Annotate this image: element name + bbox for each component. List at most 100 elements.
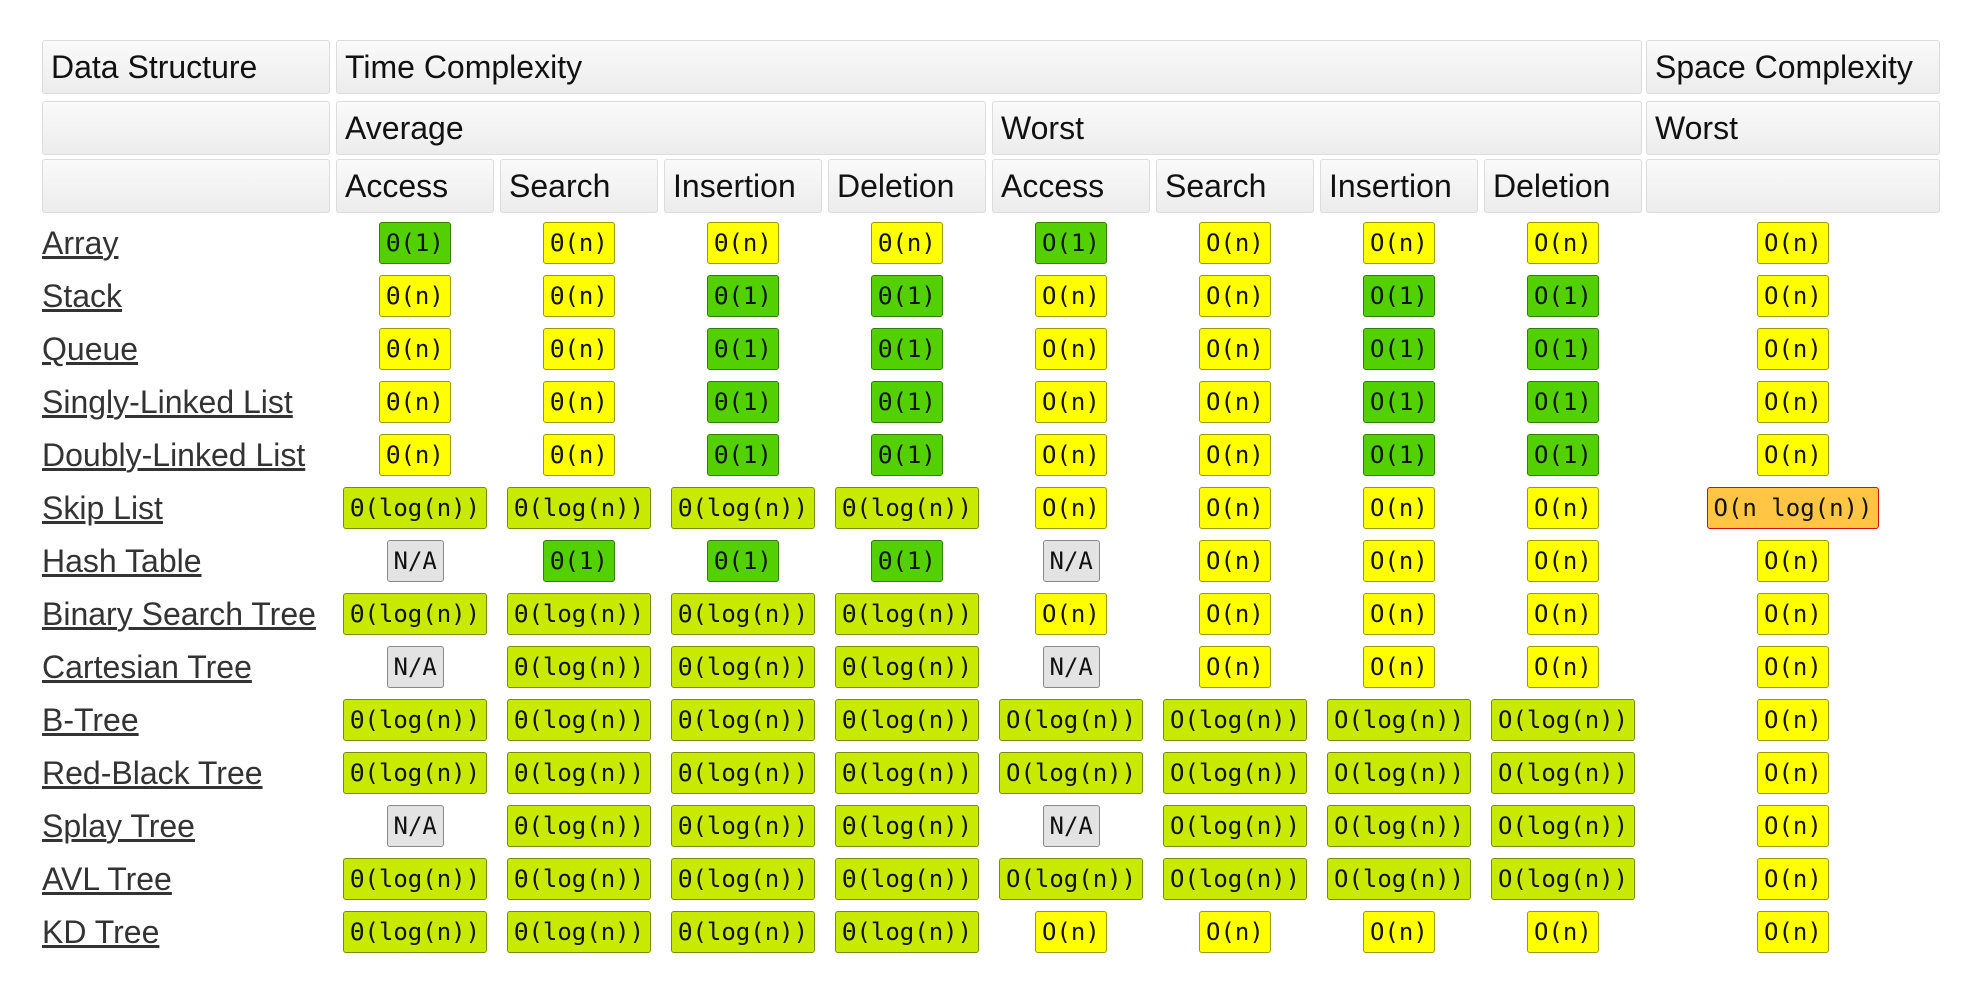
complexity-badge: Θ(log(n)) <box>835 752 980 794</box>
complexity-badge: Θ(log(n)) <box>671 593 816 635</box>
header-cell: Insertion <box>664 159 822 213</box>
complexity-badge: O(1) <box>1527 275 1599 317</box>
complexity-badge: Θ(log(n)) <box>671 699 816 741</box>
complexity-badge: Θ(n) <box>871 222 943 264</box>
complexity-badge: O(n) <box>1527 646 1599 688</box>
complexity-badge: O(n) <box>1199 434 1271 476</box>
complexity-badge: O(n) <box>1757 222 1829 264</box>
complexity-badge: Θ(log(n)) <box>507 805 652 847</box>
header-cell: Space Complexity <box>1646 40 1940 94</box>
complexity-badge: O(n) <box>1035 911 1107 953</box>
complexity-badge: Θ(1) <box>707 275 779 317</box>
complexity-badge: Θ(1) <box>871 275 943 317</box>
complexity-badge: O(n) <box>1199 540 1271 582</box>
header-cell: Worst <box>992 101 1642 155</box>
complexity-badge: O(n) <box>1199 328 1271 370</box>
complexity-badge: Θ(n) <box>543 222 615 264</box>
data-structure-link[interactable]: Binary Search Tree <box>42 595 316 632</box>
complexity-badge: Θ(n) <box>379 434 451 476</box>
data-structure-link[interactable]: Array <box>42 224 119 261</box>
data-structure-link[interactable]: AVL Tree <box>42 860 172 897</box>
complexity-badge: O(n) <box>1527 593 1599 635</box>
complexity-badge: O(n) <box>1363 593 1435 635</box>
header-cell: Search <box>1156 159 1314 213</box>
complexity-badge: O(n log(n)) <box>1706 487 1880 529</box>
complexity-badge: Θ(1) <box>707 434 779 476</box>
header-cell-empty <box>1646 159 1940 213</box>
header-cell: Insertion <box>1320 159 1478 213</box>
complexity-badge: Θ(log(n)) <box>507 699 652 741</box>
complexity-badge: N/A <box>1042 540 1100 582</box>
complexity-badge: Θ(log(n)) <box>507 858 652 900</box>
complexity-badge: O(n) <box>1757 805 1829 847</box>
complexity-badge: Θ(log(n)) <box>343 593 488 635</box>
header-cell: Deletion <box>1484 159 1642 213</box>
data-structure-link[interactable]: Doubly-Linked List <box>42 436 306 473</box>
data-structure-link[interactable]: B-Tree <box>42 701 139 738</box>
data-structure-link[interactable]: Queue <box>42 330 139 367</box>
complexity-badge: Θ(log(n)) <box>835 487 980 529</box>
complexity-badge: Θ(n) <box>379 381 451 423</box>
complexity-badge: O(n) <box>1363 487 1435 529</box>
complexity-badge: Θ(log(n)) <box>671 646 816 688</box>
complexity-badge: O(log(n)) <box>999 752 1144 794</box>
complexity-badge: O(n) <box>1527 487 1599 529</box>
complexity-badge: O(log(n)) <box>1491 752 1636 794</box>
data-structure-link[interactable]: KD Tree <box>42 913 160 950</box>
complexity-badge: N/A <box>1042 646 1100 688</box>
header-cell: Worst <box>1646 101 1940 155</box>
complexity-badge: Θ(1) <box>707 328 779 370</box>
complexity-badge: O(n) <box>1757 858 1829 900</box>
data-structure-link[interactable]: Splay Tree <box>42 807 195 844</box>
data-structure-link[interactable]: Red-Black Tree <box>42 754 263 791</box>
complexity-badge: O(log(n)) <box>1327 805 1472 847</box>
complexity-badge: Θ(log(n)) <box>671 805 816 847</box>
complexity-badge: Θ(1) <box>871 540 943 582</box>
complexity-badge: O(log(n)) <box>1491 858 1636 900</box>
complexity-badge: O(1) <box>1527 328 1599 370</box>
header-cell: Access <box>992 159 1150 213</box>
complexity-badge: O(1) <box>1363 381 1435 423</box>
complexity-badge: Θ(log(n)) <box>343 487 488 529</box>
complexity-badge: Θ(1) <box>871 434 943 476</box>
complexity-badge: Θ(log(n)) <box>671 858 816 900</box>
header-cell: Time Complexity <box>336 40 1642 94</box>
complexity-badge: Θ(1) <box>707 381 779 423</box>
complexity-badge: Θ(log(n)) <box>835 805 980 847</box>
complexity-badge: Θ(1) <box>871 381 943 423</box>
header-cell-empty <box>42 159 330 213</box>
complexity-badge: O(n) <box>1035 381 1107 423</box>
complexity-badge: O(n) <box>1757 328 1829 370</box>
complexity-badge: O(log(n)) <box>1491 805 1636 847</box>
complexity-badge: Θ(log(n)) <box>343 858 488 900</box>
complexity-badge: Θ(log(n)) <box>671 487 816 529</box>
data-structure-link[interactable]: Cartesian Tree <box>42 648 252 685</box>
complexity-badge: Θ(log(n)) <box>507 593 652 635</box>
complexity-badge: O(n) <box>1757 434 1829 476</box>
complexity-badge: Θ(log(n)) <box>671 911 816 953</box>
complexity-badge: Θ(log(n)) <box>343 752 488 794</box>
complexity-badge: O(n) <box>1199 593 1271 635</box>
complexity-badge: O(1) <box>1035 222 1107 264</box>
complexity-badge: O(n) <box>1363 540 1435 582</box>
header-cell: Search <box>500 159 658 213</box>
complexity-badge: O(1) <box>1363 434 1435 476</box>
data-structure-link[interactable]: Skip List <box>42 489 163 526</box>
complexity-badge: O(n) <box>1757 540 1829 582</box>
complexity-badge: O(n) <box>1363 222 1435 264</box>
complexity-badge: O(n) <box>1035 487 1107 529</box>
data-structure-link[interactable]: Stack <box>42 277 123 314</box>
complexity-badge: Θ(n) <box>379 275 451 317</box>
data-structure-link[interactable]: Hash Table <box>42 542 202 579</box>
complexity-badge: O(n) <box>1035 434 1107 476</box>
complexity-badge: O(n) <box>1035 593 1107 635</box>
data-structure-link[interactable]: Singly-Linked List <box>42 383 293 420</box>
complexity-badge: O(n) <box>1757 381 1829 423</box>
complexity-badge: Θ(log(n)) <box>835 858 980 900</box>
complexity-badge: Θ(n) <box>543 434 615 476</box>
complexity-badge: O(n) <box>1199 911 1271 953</box>
complexity-badge: O(n) <box>1199 275 1271 317</box>
complexity-badge: Θ(n) <box>543 381 615 423</box>
complexity-badge: Θ(log(n)) <box>507 646 652 688</box>
